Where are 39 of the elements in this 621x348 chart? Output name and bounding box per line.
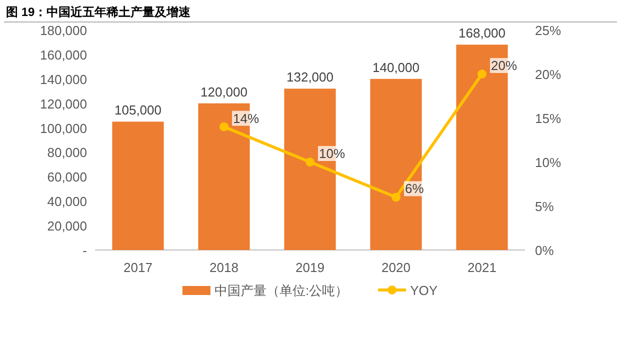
data-label: 105,000 bbox=[114, 102, 162, 118]
x-tick-label: 2021 bbox=[468, 260, 496, 275]
x-tick-label: 2020 bbox=[382, 260, 410, 275]
y-tick-label: 120,000 bbox=[40, 96, 87, 112]
point bbox=[478, 70, 486, 78]
point bbox=[392, 192, 400, 202]
chart-title: 图 19：中国近五年稀土产量及增速 bbox=[6, 5, 192, 19]
y2-tick-label: 10% bbox=[535, 155, 562, 170]
data-label: 6% bbox=[405, 181, 424, 196]
y2-tick-label: 25% bbox=[535, 23, 562, 38]
point bbox=[220, 122, 228, 132]
y-tick-label: 80,000 bbox=[47, 145, 87, 160]
data-label: 10% bbox=[319, 146, 346, 161]
bar bbox=[370, 78, 422, 250]
data-label: 140,000 bbox=[372, 60, 420, 75]
legend-label: 中国产量（单位:公吨） bbox=[214, 283, 348, 298]
data-label: 120,000 bbox=[200, 84, 248, 100]
y-tick-label: - bbox=[82, 243, 87, 258]
x-tick-label: 2018 bbox=[210, 260, 238, 275]
data-label: 20% bbox=[491, 58, 518, 73]
data-label: 168,000 bbox=[458, 26, 506, 41]
y-tick-label: 180,000 bbox=[40, 23, 87, 38]
x-tick-label: 2017 bbox=[124, 260, 152, 275]
y-tick-label: 140,000 bbox=[40, 72, 87, 87]
y2-tick-label: 15% bbox=[535, 111, 562, 126]
data-label: 14% bbox=[233, 110, 260, 126]
y-tick-label: 60,000 bbox=[47, 170, 87, 185]
y-tick-label: 20,000 bbox=[47, 218, 87, 234]
y2-tick-label: 20% bbox=[535, 67, 562, 82]
y-tick-label: 100,000 bbox=[40, 120, 87, 136]
point bbox=[306, 158, 314, 166]
bar bbox=[112, 122, 164, 250]
y-tick-label: 40,000 bbox=[47, 194, 87, 210]
data-label: 132,000 bbox=[286, 70, 334, 85]
y2-tick-label: 0% bbox=[535, 243, 554, 258]
y-tick-label: 160,000 bbox=[40, 47, 87, 62]
y2-tick-label: 5% bbox=[535, 199, 554, 214]
legend-label: YOY bbox=[410, 283, 438, 298]
x-tick-label: 2019 bbox=[296, 260, 324, 275]
